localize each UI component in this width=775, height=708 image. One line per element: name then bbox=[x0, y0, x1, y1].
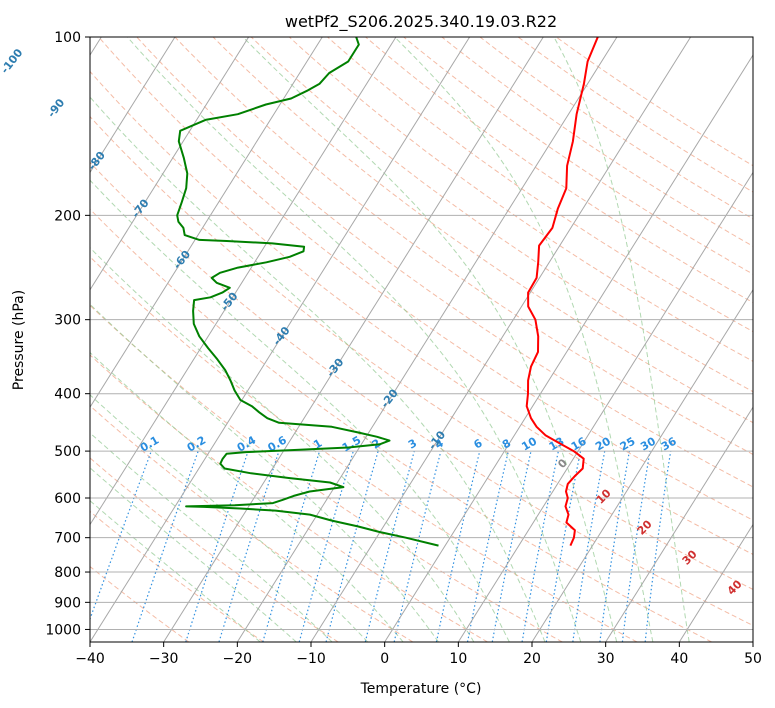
isotherm-line bbox=[752, 641, 753, 642]
mixing-ratio-line bbox=[435, 450, 481, 642]
isotherm-line bbox=[90, 37, 323, 409]
dry-adiabat-line bbox=[90, 457, 339, 642]
y-axis-label: Pressure (hPa) bbox=[11, 290, 27, 390]
dry-adiabat-line bbox=[98, 37, 753, 521]
dry-adiabat-line bbox=[250, 37, 753, 393]
y-axis-ticks: 1000 900 800 700 600 500 400 300 200 100 bbox=[45, 30, 90, 638]
mixing-ratio-line bbox=[644, 451, 672, 642]
dry-adiabat-line bbox=[90, 70, 753, 555]
moist-adiabat-line bbox=[90, 303, 439, 642]
mixing-ratio-line bbox=[466, 450, 509, 642]
isotherm-line bbox=[236, 37, 618, 642]
x-tick-label: 10 bbox=[449, 651, 467, 667]
dry-adiabat-line bbox=[327, 37, 753, 333]
y-tick-label: 900 bbox=[54, 595, 81, 611]
y-tick-label: 400 bbox=[54, 387, 81, 403]
y-tick-label: 800 bbox=[54, 565, 81, 581]
moist-adiabat-line bbox=[90, 247, 475, 642]
dry-adiabat-line bbox=[288, 37, 753, 362]
chart-title: wetPf2_S206.2025.340.19.03.R22 bbox=[285, 12, 557, 32]
x-axis-ticks: −40 −30 −20 −10 0 10 20 30 40 50 bbox=[75, 642, 762, 667]
x-tick-label: −40 bbox=[75, 651, 105, 667]
x-tick-label: −30 bbox=[149, 651, 179, 667]
moist-adiabat-line bbox=[90, 394, 369, 642]
moist-adiabat-line bbox=[90, 179, 510, 642]
isotherm-line bbox=[457, 171, 753, 642]
isotherm-line bbox=[678, 523, 753, 642]
isotherm-label: -100 bbox=[0, 46, 26, 76]
dry-adiabat-line bbox=[90, 510, 264, 642]
isotherm-line bbox=[605, 406, 753, 642]
x-tick-label: 20 bbox=[523, 651, 541, 667]
x-tick-label: 0 bbox=[380, 651, 389, 667]
dry-adiabat-line bbox=[90, 161, 753, 627]
mixing-ratio-line bbox=[185, 450, 249, 642]
isotherm-line bbox=[90, 37, 397, 526]
x-axis-label: Temperature (°C) bbox=[360, 681, 482, 697]
isotherm-line bbox=[90, 37, 176, 174]
mixing-ratio-line bbox=[599, 450, 630, 642]
mixing-ratio-line bbox=[364, 450, 415, 642]
y-tick-label: 1000 bbox=[45, 622, 81, 638]
y-tick-label: 300 bbox=[54, 313, 81, 329]
dewpoint-line bbox=[176, 37, 439, 547]
isotherm-line bbox=[90, 37, 471, 642]
moist-adiabat-line bbox=[90, 351, 404, 642]
dry-adiabat-line bbox=[90, 256, 638, 642]
isotherm-line bbox=[310, 37, 692, 642]
y-tick-label: 200 bbox=[54, 208, 81, 224]
dry-adiabat-line bbox=[90, 304, 563, 642]
x-tick-label: 40 bbox=[670, 651, 688, 667]
dry-adiabat-line bbox=[136, 37, 753, 488]
isotherm-line bbox=[384, 54, 753, 642]
plot-frame bbox=[89, 36, 754, 643]
dry-adiabat-line bbox=[174, 37, 753, 455]
dry-adiabat-line bbox=[90, 208, 712, 642]
x-tick-label: 30 bbox=[597, 651, 615, 667]
mixing-ratio-line bbox=[218, 450, 280, 642]
isotherm-line bbox=[531, 288, 753, 642]
moist-adiabat-line bbox=[394, 37, 654, 642]
y-tick-label: 100 bbox=[54, 30, 81, 46]
x-tick-label: −10 bbox=[296, 651, 326, 667]
sounding-series bbox=[176, 37, 599, 547]
x-tick-label: 50 bbox=[744, 651, 762, 667]
dry-adiabat-line bbox=[90, 115, 753, 591]
isotherm-line bbox=[90, 37, 250, 291]
moist-adiabat-line bbox=[553, 37, 690, 642]
isotherm-label: -90 bbox=[45, 96, 68, 120]
grid bbox=[90, 37, 753, 642]
y-tick-label: 600 bbox=[54, 491, 81, 507]
mixing-ratio-line bbox=[621, 451, 651, 642]
mixing-ratio-line bbox=[325, 450, 379, 642]
x-tick-label: −20 bbox=[223, 651, 253, 667]
y-tick-label: 700 bbox=[54, 531, 81, 547]
isotherm-line bbox=[163, 37, 544, 642]
mixing-ratio-line bbox=[262, 450, 321, 642]
moist-adiabat-line bbox=[90, 432, 333, 642]
temperature-line bbox=[525, 37, 599, 547]
dry-adiabat-line bbox=[90, 354, 488, 642]
mixing-ratio-line bbox=[298, 450, 354, 642]
y-tick-label: 500 bbox=[54, 444, 81, 460]
moist-adiabat-line bbox=[127, 37, 582, 642]
